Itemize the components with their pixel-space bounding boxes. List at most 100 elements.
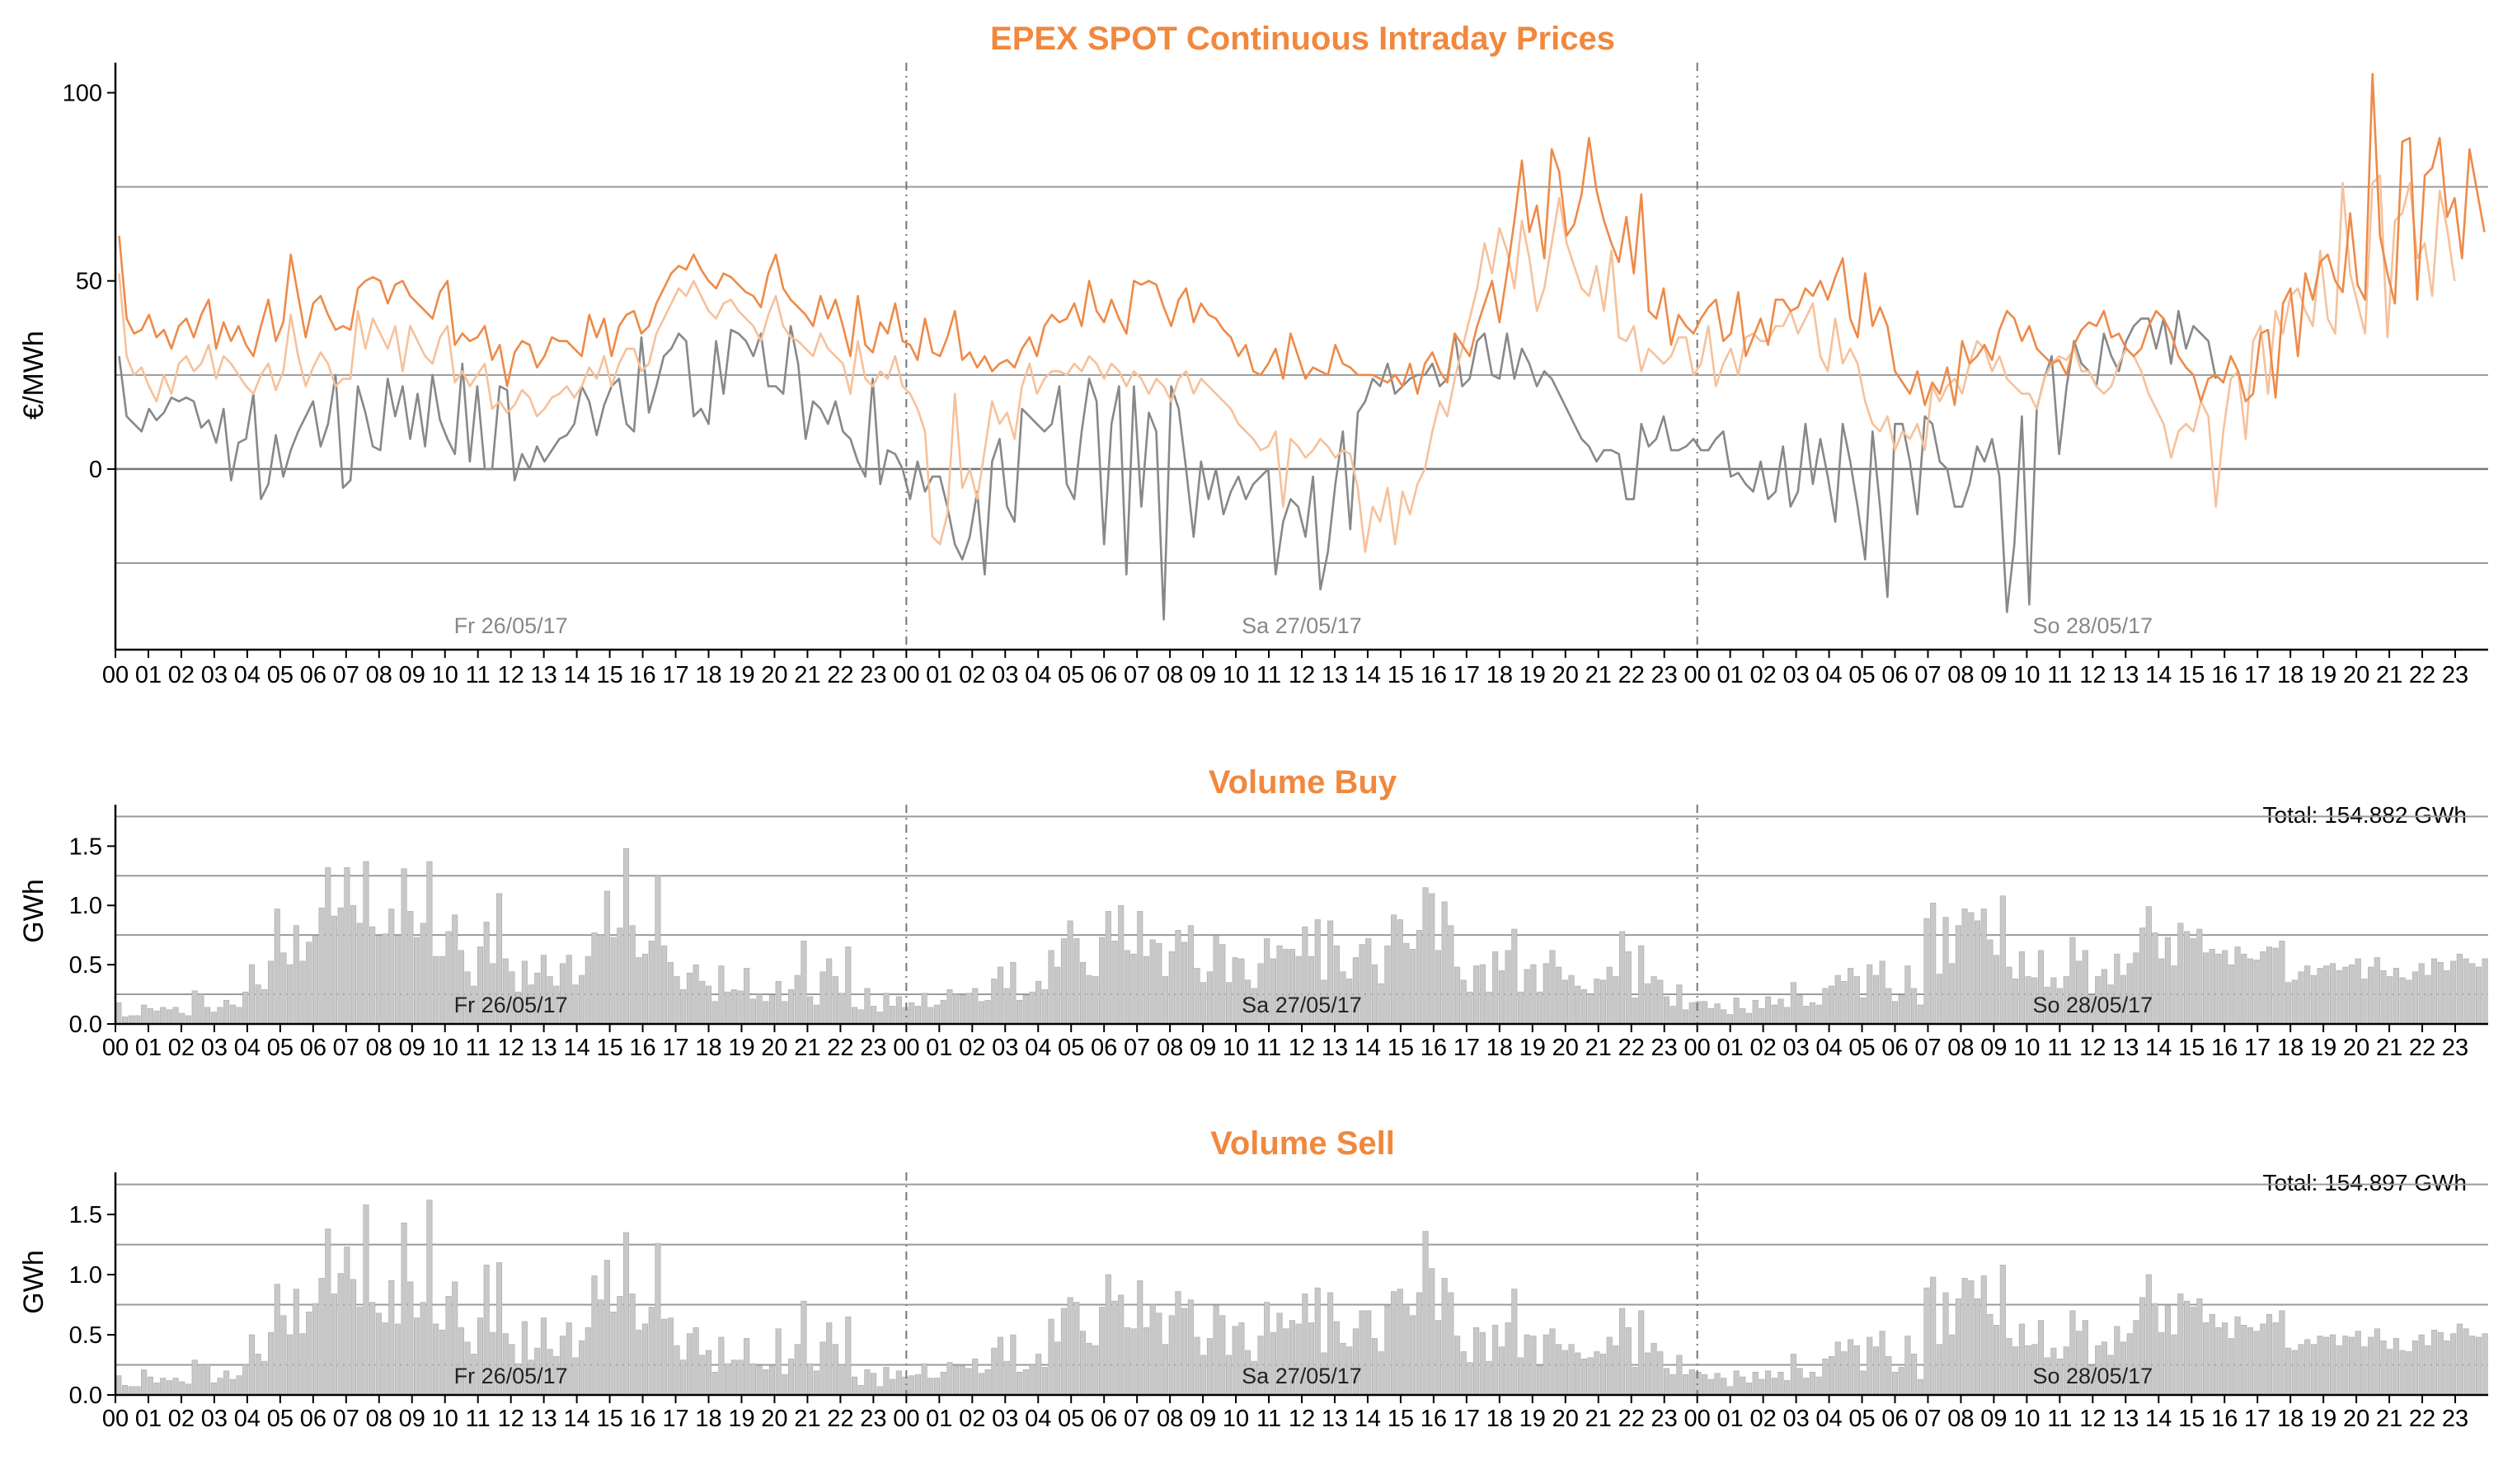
volume-bar bbox=[1752, 999, 1759, 1025]
volume-bar bbox=[826, 958, 833, 1025]
volume-bar bbox=[1594, 979, 1600, 1025]
volume-bar bbox=[121, 1017, 129, 1025]
x-tick-label: 22 bbox=[827, 1035, 853, 1061]
volume-bar bbox=[997, 966, 1004, 1025]
volume-bar bbox=[1917, 1378, 1923, 1396]
volume-bar bbox=[1923, 918, 1930, 1025]
volume-bar bbox=[1898, 1367, 1904, 1396]
x-tick-label: 23 bbox=[860, 1406, 886, 1432]
volume-bar bbox=[147, 1008, 153, 1025]
volume-bar bbox=[2437, 961, 2444, 1025]
volume-bar bbox=[1010, 961, 1017, 1025]
volume-bar bbox=[2355, 958, 2361, 1025]
x-tick-label: 19 bbox=[1519, 662, 1546, 688]
volume-bar bbox=[1790, 1354, 1796, 1396]
volume-bar bbox=[166, 1009, 172, 1025]
volume-bar bbox=[2190, 938, 2196, 1025]
volume-bar bbox=[617, 928, 623, 1025]
volume-bar bbox=[1568, 1344, 1575, 1396]
x-tick-label: 04 bbox=[234, 1406, 261, 1432]
x-tick-label: 20 bbox=[761, 662, 787, 688]
volume-bar bbox=[274, 909, 280, 1025]
x-tick-label: 11 bbox=[1256, 1035, 1281, 1061]
volume-bar bbox=[274, 1284, 280, 1396]
volume-bar bbox=[1867, 964, 1873, 1025]
x-tick-label: 00 bbox=[893, 662, 919, 688]
x-tick-label: 12 bbox=[1289, 1035, 1315, 1061]
volume-bar bbox=[1416, 1292, 1422, 1396]
volume-bar bbox=[267, 960, 275, 1025]
volume-bar bbox=[610, 937, 617, 1025]
volume-bar bbox=[1511, 1289, 1518, 1396]
volume-bar bbox=[185, 1383, 192, 1396]
x-tick-label: 00 bbox=[1684, 1406, 1711, 1432]
volume-bar bbox=[2234, 1316, 2241, 1396]
volume-bar bbox=[629, 1294, 636, 1396]
x-tick-label: 13 bbox=[2112, 662, 2139, 688]
volume-bar bbox=[1974, 920, 1981, 1025]
x-tick-label: 22 bbox=[2409, 1035, 2435, 1061]
volume-bar bbox=[2260, 951, 2266, 1025]
x-tick-label: 12 bbox=[498, 1406, 524, 1432]
volume-bar bbox=[445, 931, 452, 1025]
volume-bar bbox=[2368, 966, 2374, 1025]
volume-bar bbox=[2406, 1351, 2412, 1396]
volume-bar bbox=[2463, 958, 2469, 1025]
volume-bar bbox=[636, 1329, 642, 1396]
volume-bar bbox=[997, 1336, 1004, 1396]
volume-bar bbox=[1486, 1360, 1492, 1396]
volume-bar bbox=[1118, 904, 1125, 1025]
volume-bar bbox=[2342, 966, 2349, 1025]
volume-bar bbox=[1556, 1344, 1562, 1396]
volume-bar bbox=[2209, 1313, 2215, 1396]
x-tick-label: 05 bbox=[1058, 1406, 1084, 1432]
volume-bar bbox=[2317, 968, 2323, 1025]
volume-bar bbox=[1644, 1352, 1651, 1396]
volume-bar bbox=[730, 1360, 737, 1396]
volume-bar bbox=[1834, 1341, 1841, 1396]
volume-bar bbox=[1904, 965, 1911, 1025]
volume-bar bbox=[648, 941, 655, 1025]
x-tick-label: 00 bbox=[893, 1406, 919, 1432]
volume-bar bbox=[1537, 991, 1543, 1025]
x-tick-label: 17 bbox=[1453, 1406, 1480, 1432]
volume-bar bbox=[1073, 938, 1080, 1025]
x-tick-label: 05 bbox=[1848, 1406, 1875, 1432]
volume-bar bbox=[813, 1370, 819, 1396]
x-tick-label: 20 bbox=[1552, 662, 1579, 688]
volume-bar bbox=[407, 911, 414, 1025]
volume-bar bbox=[1683, 1374, 1689, 1396]
volume-bar bbox=[667, 961, 674, 1025]
volume-bar bbox=[2374, 1328, 2380, 1396]
volume-bar bbox=[1453, 1336, 1461, 1396]
volume-bar bbox=[1017, 999, 1023, 1025]
volume-bar bbox=[2012, 1346, 2019, 1396]
y-tick-label: 1.0 bbox=[69, 1262, 102, 1289]
x-tick-label: 02 bbox=[1749, 1035, 1776, 1061]
volume-bar bbox=[1092, 1345, 1099, 1396]
volume-bar bbox=[325, 1228, 331, 1396]
volume-bar bbox=[737, 1360, 744, 1396]
day-label-1: Sa 27/05/17 bbox=[1242, 613, 1362, 638]
volume-bar bbox=[115, 1002, 122, 1025]
volume-bar bbox=[1371, 964, 1378, 1025]
volume-bar bbox=[622, 848, 630, 1025]
volume-bar bbox=[2260, 1323, 2266, 1396]
volume-bar bbox=[686, 1333, 693, 1396]
volume-buy-day-dividers bbox=[905, 805, 1698, 1024]
volume-bar bbox=[648, 1307, 655, 1396]
x-tick-label: 21 bbox=[1585, 1035, 1612, 1061]
volume-bar bbox=[2406, 979, 2412, 1025]
volume-bar bbox=[598, 934, 604, 1025]
volume-bar bbox=[1219, 944, 1226, 1025]
x-tick-label: 02 bbox=[168, 662, 195, 688]
volume-bar bbox=[420, 923, 426, 1025]
x-tick-label: 09 bbox=[1980, 1406, 2007, 1432]
volume-bar bbox=[166, 1380, 172, 1396]
x-tick-label: 07 bbox=[1914, 1406, 1941, 1432]
x-tick-label: 00 bbox=[102, 1035, 129, 1061]
volume-bar bbox=[1752, 1371, 1759, 1396]
x-tick-label: 14 bbox=[2145, 1406, 2172, 1432]
volume-bar bbox=[1594, 1351, 1600, 1396]
